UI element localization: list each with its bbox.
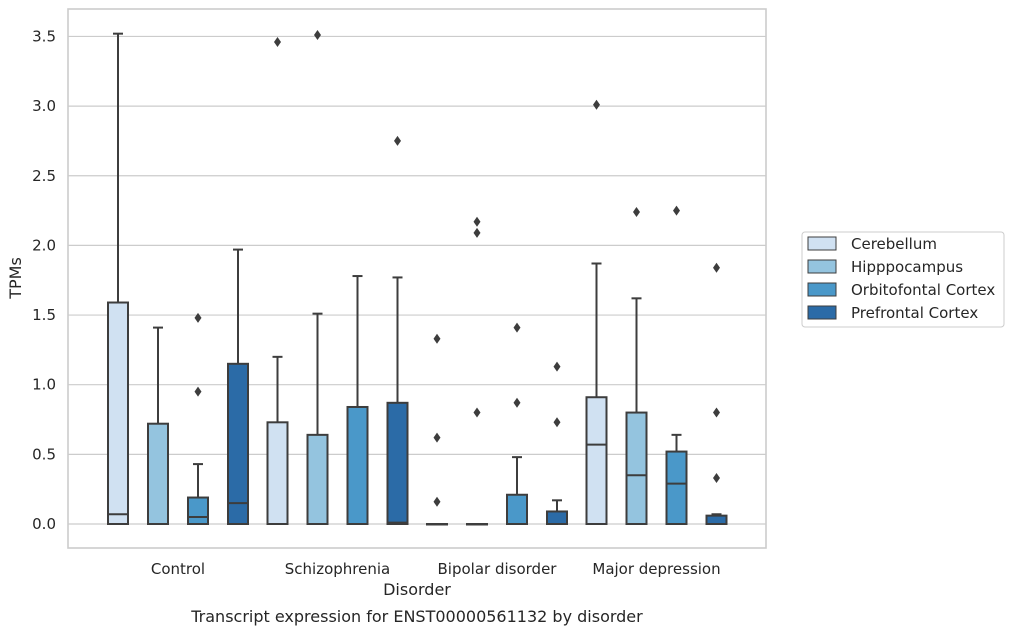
box-body	[665, 450, 688, 525]
outlier-point	[713, 473, 720, 484]
box-body	[107, 301, 129, 525]
grid-lines	[68, 35, 766, 525]
x-axis-title: Disorder	[383, 580, 451, 599]
box-body	[266, 421, 289, 526]
box-hipppocampus	[625, 206, 648, 525]
outlier-point	[553, 417, 561, 428]
x-tick-label: Major depression	[592, 560, 720, 578]
plot-area-frame	[67, 8, 767, 549]
outlier-point	[274, 37, 281, 48]
box-body	[386, 401, 409, 525]
outlier-point	[713, 262, 720, 273]
outlier-point	[513, 397, 521, 408]
outlier-point	[394, 135, 401, 146]
legend-label: Orbitofontal Cortex	[851, 281, 995, 299]
box-hipppocampus	[466, 216, 488, 526]
x-tick-labels: Control Schizophrenia Bipolar disorder Majo…	[151, 560, 721, 578]
y-tick-label: 0.5	[32, 445, 56, 463]
box-body	[506, 493, 528, 526]
outlier-point	[473, 407, 481, 418]
outlier-point	[713, 407, 720, 418]
y-tick-label: 2.0	[32, 236, 56, 254]
legend-frame	[801, 231, 1005, 328]
legend-label: Hipppocampus	[851, 258, 963, 276]
box-hipppocampus	[306, 30, 329, 525]
box-body	[546, 510, 568, 526]
box-prefrontal-cortex	[386, 135, 409, 525]
boxes	[107, 30, 728, 526]
y-tick-label: 1.0	[32, 376, 56, 394]
box-body	[187, 496, 209, 525]
box-cerebellum	[266, 37, 289, 526]
y-tick-labels: 0.0 0.5 1.0 1.5 2.0 2.5 3.0 3.5	[32, 27, 56, 533]
legend-label: Prefrontal Cortex	[851, 304, 978, 322]
outlier-point	[473, 227, 481, 238]
box-orbitofontal-cortex	[506, 322, 528, 526]
legend-swatch	[807, 236, 837, 251]
outlier-point	[433, 496, 441, 507]
y-tick-label: 2.5	[32, 167, 56, 185]
outlier-point	[473, 216, 481, 227]
outlier-point	[593, 99, 600, 110]
legend: Cerebellum Hipppocampus Orbitofontal Corte…	[801, 231, 1005, 328]
box-orbitofontal-cortex	[665, 205, 688, 525]
box-cerebellum	[107, 32, 129, 525]
box-prefrontal-cortex	[227, 248, 249, 525]
box-prefrontal-cortex	[705, 262, 728, 526]
x-tick-label: Bipolar disorder	[438, 560, 558, 578]
legend-swatch	[807, 259, 837, 274]
outlier-point	[314, 30, 321, 41]
outlier-point	[553, 361, 561, 372]
y-tick-label: 3.5	[32, 27, 56, 45]
outlier-point	[513, 322, 521, 333]
chart-caption: Transcript expression for ENST0000056113…	[190, 607, 643, 626]
legend-entries: Cerebellum Hipppocampus Orbitofontal Corte…	[807, 235, 995, 322]
box-prefrontal-cortex	[546, 361, 568, 526]
box-body	[346, 405, 369, 526]
box-body	[625, 411, 648, 525]
x-tick-label: Control	[151, 560, 205, 578]
legend-label: Cerebellum	[851, 235, 937, 253]
outlier-point	[673, 205, 680, 216]
box-cerebellum	[585, 99, 608, 525]
y-axis-title: TPMs	[6, 257, 25, 300]
outlier-point	[433, 333, 441, 344]
legend-swatch	[807, 282, 837, 297]
box-cerebellum	[426, 333, 448, 526]
box-body	[705, 514, 728, 526]
box-orbitofontal-cortex	[187, 312, 209, 525]
box-body	[227, 362, 249, 525]
y-tick-label: 0.0	[32, 515, 56, 533]
box-body	[306, 433, 329, 525]
outlier-point	[194, 312, 202, 323]
y-tick-label: 1.5	[32, 306, 56, 324]
outlier-point	[433, 432, 441, 443]
x-tick-label: Schizophrenia	[285, 560, 390, 578]
outlier-point	[633, 206, 640, 217]
legend-swatch	[807, 305, 837, 320]
box-hipppocampus	[147, 326, 169, 526]
box-body	[585, 396, 608, 525]
box-orbitofontal-cortex	[346, 275, 369, 526]
y-tick-label: 3.0	[32, 97, 56, 115]
box-body	[147, 422, 169, 526]
outlier-point	[194, 386, 202, 397]
